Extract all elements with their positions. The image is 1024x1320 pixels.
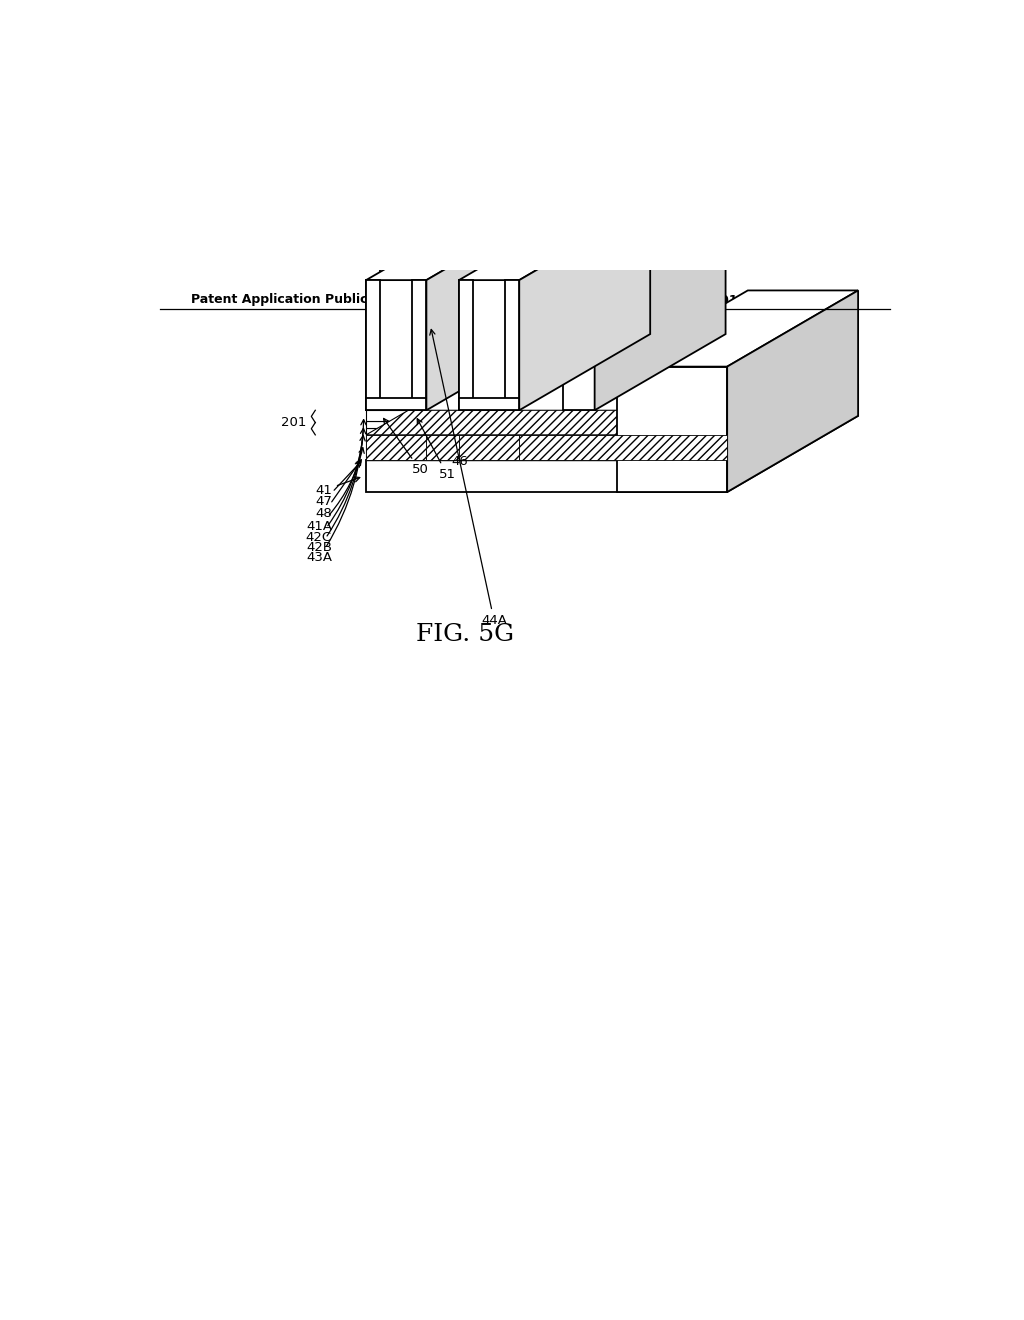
Polygon shape [505,280,519,411]
Polygon shape [459,399,519,411]
Polygon shape [367,399,426,411]
Polygon shape [367,434,727,453]
Polygon shape [519,434,727,461]
Text: 50: 50 [384,418,428,477]
Polygon shape [473,252,505,411]
Polygon shape [412,280,426,411]
Text: 41A: 41A [306,447,365,533]
Polygon shape [426,434,459,461]
Polygon shape [727,290,858,492]
Polygon shape [367,280,380,411]
Polygon shape [519,203,650,411]
Polygon shape [380,252,412,411]
Polygon shape [727,384,858,492]
Polygon shape [367,411,727,421]
Polygon shape [367,203,557,280]
Polygon shape [367,421,727,428]
Polygon shape [505,176,636,411]
Polygon shape [367,359,858,434]
Polygon shape [459,280,519,411]
Text: 201: 201 [282,416,306,429]
Text: 47: 47 [315,462,360,508]
Polygon shape [563,176,726,252]
Polygon shape [459,203,650,280]
Polygon shape [563,252,595,411]
Polygon shape [367,428,727,434]
Text: 51: 51 [417,418,456,480]
Text: 42C: 42C [306,436,366,544]
Polygon shape [616,367,727,492]
Text: Patent Application Publication: Patent Application Publication [191,293,403,306]
Text: 43A: 43A [306,420,367,565]
Polygon shape [367,334,858,411]
Polygon shape [616,290,858,367]
Text: Apr. 21, 2016  Sheet 13 of 22: Apr. 21, 2016 Sheet 13 of 22 [371,293,575,306]
Polygon shape [473,176,636,252]
Polygon shape [459,280,473,411]
Text: 42B: 42B [306,428,366,554]
Text: 46: 46 [452,455,468,469]
Polygon shape [595,176,726,411]
Text: US 2016/0111535 A1: US 2016/0111535 A1 [687,293,835,306]
Polygon shape [380,176,543,252]
Text: 48: 48 [315,459,361,520]
Text: 41: 41 [315,477,359,496]
Polygon shape [367,453,727,461]
Polygon shape [367,280,426,411]
Polygon shape [367,384,858,461]
Polygon shape [367,434,426,461]
Polygon shape [426,203,557,411]
Text: 44A: 44A [430,330,507,627]
Text: FIG. 5G: FIG. 5G [416,623,514,647]
Polygon shape [367,461,727,492]
Polygon shape [412,176,543,411]
Polygon shape [459,434,519,461]
